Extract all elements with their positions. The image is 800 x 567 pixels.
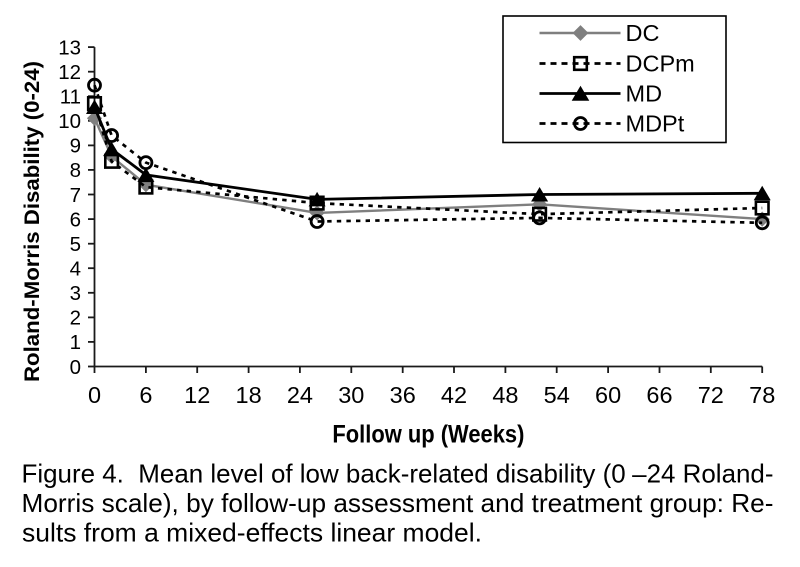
svg-text:30: 30 [338,382,364,408]
svg-text:3: 3 [70,282,81,305]
svg-text:4: 4 [70,258,81,281]
svg-text:24: 24 [287,382,313,408]
svg-text:Figure 4. Mean level of low b: Figure 4. Mean level of low back-related… [22,459,774,489]
svg-text:7: 7 [70,184,81,207]
svg-text:72: 72 [698,382,724,408]
svg-text:36: 36 [390,382,416,408]
svg-text:6: 6 [139,382,152,408]
svg-text:11: 11 [60,86,81,109]
svg-text:13: 13 [58,36,81,59]
svg-text:MD: MD [626,80,663,106]
svg-text:0: 0 [88,382,101,408]
svg-text:1: 1 [70,331,81,354]
svg-text:Morris scale), by follow-up as: Morris scale), by follow-up assessment a… [22,488,774,518]
svg-text:2: 2 [70,307,81,330]
svg-text:66: 66 [646,382,672,408]
svg-text:9: 9 [70,135,81,158]
svg-text:10: 10 [58,110,81,133]
svg-text:8: 8 [70,159,81,182]
svg-text:12: 12 [58,61,81,84]
svg-text:48: 48 [492,382,518,408]
svg-text:5: 5 [70,233,81,256]
svg-text:12: 12 [184,382,210,408]
svg-text:54: 54 [544,382,570,408]
svg-text:Roland-Morris Disability (0-24: Roland-Morris Disability (0-24) [20,61,44,382]
svg-text:78: 78 [749,382,775,408]
svg-text:42: 42 [441,382,467,408]
svg-text:0: 0 [70,356,81,379]
svg-text:60: 60 [595,382,621,408]
svg-text:DCPm: DCPm [626,50,695,76]
svg-text:Follow up (Weeks): Follow up (Weeks) [332,421,524,449]
svg-text:MDPt: MDPt [626,110,685,136]
svg-text:DC: DC [626,20,660,46]
svg-text:sults from a mixed-effects lin: sults from a mixed-effects linear model. [22,518,482,548]
svg-text:18: 18 [236,382,262,408]
svg-text:6: 6 [70,208,81,231]
